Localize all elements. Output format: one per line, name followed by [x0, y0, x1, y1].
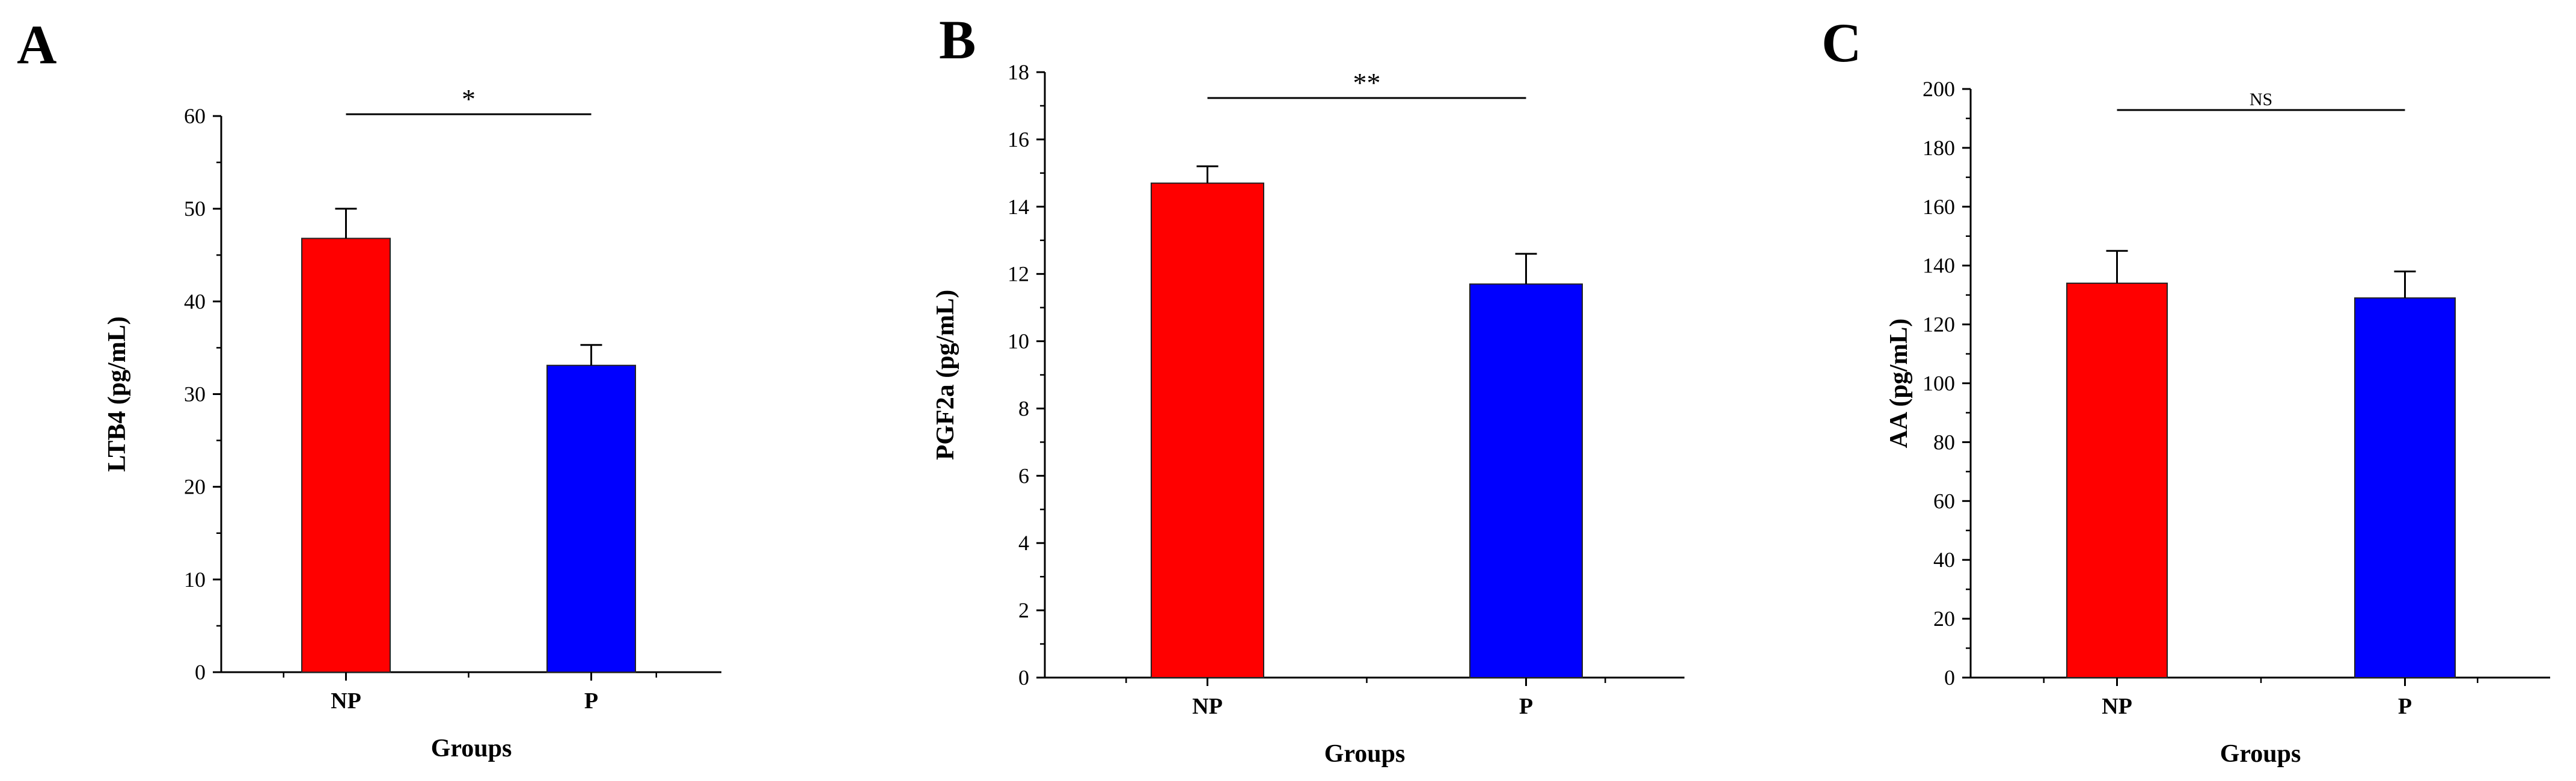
y-tick-label: 60 — [184, 104, 206, 128]
y-tick-label: 4 — [1018, 531, 1029, 555]
y-tick-label: 120 — [1923, 313, 1955, 337]
bar-np — [2066, 283, 2168, 678]
panel-b: B 0 2 4 6 8 10 12 14 16 18 NP P ** Groups PGF2a (pg/mL) — [932, 9, 1684, 768]
y-tick-label: 0 — [195, 660, 206, 684]
panel-letter: B — [939, 9, 976, 70]
significance-label: * — [462, 84, 476, 114]
bar-p — [546, 364, 636, 673]
y-tick-label: 40 — [1933, 548, 1955, 572]
y-tick-label: 20 — [1933, 607, 1955, 631]
y-tick-label: 50 — [184, 197, 206, 221]
bar-p — [1469, 283, 1583, 678]
panel-a: A 0 10 20 30 40 50 60 NP P * Groups LTB4 (pg/mL) — [17, 14, 721, 762]
bar-p — [2354, 297, 2456, 679]
x-axis-title: Groups — [431, 735, 512, 762]
bar-np — [301, 237, 391, 673]
y-tick-label: 200 — [1923, 77, 1955, 101]
x-axis-title: Groups — [2220, 740, 2301, 768]
y-tick-label: 0 — [1018, 666, 1029, 690]
y-tick-label: 14 — [1008, 195, 1029, 219]
panel-c: C 0 20 40 60 80 100 120 140 160 180 200 NP P NS Groups A… — [1822, 12, 2550, 768]
bar-np — [1151, 182, 1264, 679]
y-tick-label: 10 — [1008, 329, 1029, 354]
y-tick-label: 80 — [1933, 430, 1955, 454]
x-tick-label-np: NP — [1192, 694, 1223, 719]
y-tick-label: 160 — [1923, 195, 1955, 219]
y-tick-label: 18 — [1008, 60, 1029, 84]
y-tick-label: 140 — [1923, 254, 1955, 278]
y-tick-label: 10 — [184, 568, 206, 592]
y-tick-label: 12 — [1008, 262, 1029, 286]
y-tick-label: 2 — [1018, 598, 1029, 622]
y-tick-label: 8 — [1018, 396, 1029, 420]
y-tick-label: 6 — [1018, 464, 1029, 488]
significance-label: ** — [1353, 67, 1381, 98]
x-tick-label-np: NP — [2102, 694, 2132, 719]
x-tick-label-p: P — [584, 688, 598, 714]
y-axis-title: AA (pg/mL) — [1885, 319, 1913, 449]
x-tick-label-p: P — [1519, 694, 1533, 719]
panel-letter: A — [17, 14, 57, 75]
y-tick-label: 40 — [184, 289, 206, 313]
x-axis-title: Groups — [1324, 740, 1406, 768]
y-axis-title: PGF2a (pg/mL) — [932, 290, 959, 460]
y-tick-label: 180 — [1923, 136, 1955, 160]
y-tick-label: 20 — [184, 475, 206, 499]
y-tick-label: 0 — [1944, 666, 1955, 690]
y-tick-label: 60 — [1933, 489, 1955, 513]
y-tick-label: 100 — [1923, 372, 1955, 396]
y-axis-title: LTB4 (pg/mL) — [103, 316, 131, 472]
y-tick-label: 30 — [184, 382, 206, 406]
significance-label: NS — [2250, 90, 2272, 109]
x-tick-label-p: P — [2398, 694, 2412, 719]
y-tick-label: 16 — [1008, 127, 1029, 152]
x-tick-label-np: NP — [331, 688, 361, 714]
panel-letter: C — [1822, 12, 1861, 73]
